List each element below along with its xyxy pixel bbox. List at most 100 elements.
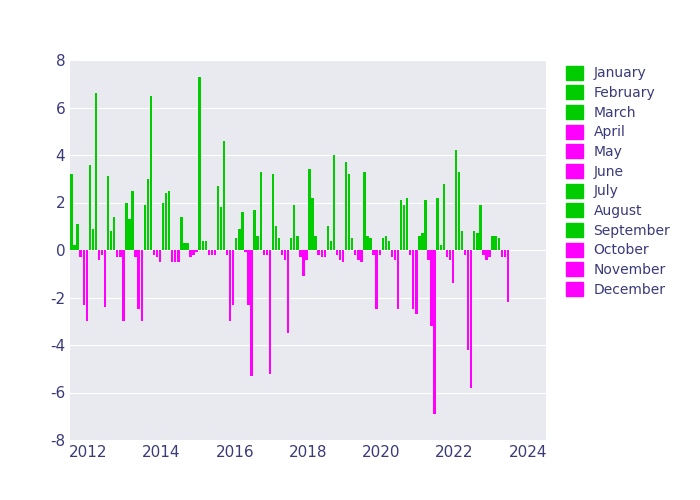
Bar [500, 250, 503, 257]
Bar [110, 231, 113, 250]
Bar [476, 234, 479, 250]
Bar [357, 250, 360, 260]
Bar [238, 228, 241, 250]
Bar [308, 169, 311, 250]
Bar [195, 250, 198, 252]
Bar [379, 250, 381, 255]
Bar [449, 250, 451, 260]
Bar [265, 250, 268, 255]
Bar [323, 250, 326, 257]
Bar [183, 243, 186, 250]
Bar [498, 238, 500, 250]
Bar [217, 186, 219, 250]
Bar [204, 240, 207, 250]
Bar [208, 250, 210, 255]
Bar [177, 250, 179, 262]
Bar [312, 198, 314, 250]
Bar [391, 250, 393, 257]
Bar [415, 250, 417, 314]
Bar [125, 202, 127, 250]
Bar [442, 184, 445, 250]
Bar [384, 236, 387, 250]
Bar [366, 236, 369, 250]
Bar [281, 250, 284, 255]
Bar [80, 250, 82, 257]
Bar [262, 250, 265, 255]
Bar [418, 236, 421, 250]
Bar [74, 245, 76, 250]
Bar [507, 250, 509, 302]
Bar [403, 205, 405, 250]
Bar [92, 228, 94, 250]
Bar [372, 250, 375, 255]
Bar [397, 250, 399, 310]
Bar [427, 250, 430, 260]
Bar [101, 250, 103, 255]
Bar [180, 217, 183, 250]
Bar [241, 212, 244, 250]
Bar [162, 202, 164, 250]
Bar [388, 240, 390, 250]
Bar [330, 240, 332, 250]
Bar [89, 164, 91, 250]
Bar [342, 250, 344, 262]
Bar [220, 207, 222, 250]
Bar [165, 193, 167, 250]
Bar [287, 250, 289, 333]
Bar [132, 190, 134, 250]
Bar [482, 250, 484, 255]
Bar [485, 250, 488, 260]
Bar [104, 250, 106, 307]
Bar [467, 250, 470, 350]
Bar [302, 250, 304, 276]
Bar [61, 250, 64, 257]
Bar [171, 250, 174, 262]
Legend: January, February, March, April, May, June, July, August, September, October, No: January, February, March, April, May, Ju… [560, 60, 676, 302]
Bar [437, 198, 439, 250]
Bar [256, 236, 259, 250]
Bar [137, 250, 140, 310]
Bar [314, 236, 317, 250]
Bar [186, 243, 189, 250]
Bar [159, 250, 161, 262]
Bar [146, 179, 149, 250]
Bar [455, 150, 457, 250]
Bar [122, 250, 125, 322]
Bar [446, 250, 448, 257]
Bar [98, 250, 100, 260]
Bar [382, 238, 384, 250]
Bar [503, 250, 506, 257]
Bar [144, 205, 146, 250]
Bar [473, 231, 475, 250]
Bar [251, 250, 253, 376]
Bar [360, 250, 363, 262]
Bar [394, 250, 396, 260]
Bar [284, 250, 286, 260]
Bar [480, 205, 482, 250]
Bar [64, 250, 67, 314]
Bar [168, 190, 170, 250]
Bar [339, 250, 341, 260]
Bar [318, 250, 320, 255]
Bar [421, 234, 424, 250]
Bar [375, 250, 378, 310]
Bar [153, 250, 155, 255]
Bar [76, 224, 79, 250]
Bar [229, 250, 232, 322]
Bar [305, 250, 308, 260]
Bar [458, 172, 460, 250]
Bar [107, 176, 109, 250]
Bar [202, 240, 204, 250]
Bar [400, 200, 402, 250]
Bar [489, 250, 491, 257]
Bar [424, 200, 427, 250]
Bar [214, 250, 216, 255]
Bar [247, 250, 250, 304]
Bar [348, 174, 351, 250]
Bar [156, 250, 158, 257]
Bar [336, 250, 338, 255]
Bar [332, 155, 335, 250]
Bar [296, 236, 298, 250]
Bar [269, 250, 271, 374]
Bar [150, 96, 152, 250]
